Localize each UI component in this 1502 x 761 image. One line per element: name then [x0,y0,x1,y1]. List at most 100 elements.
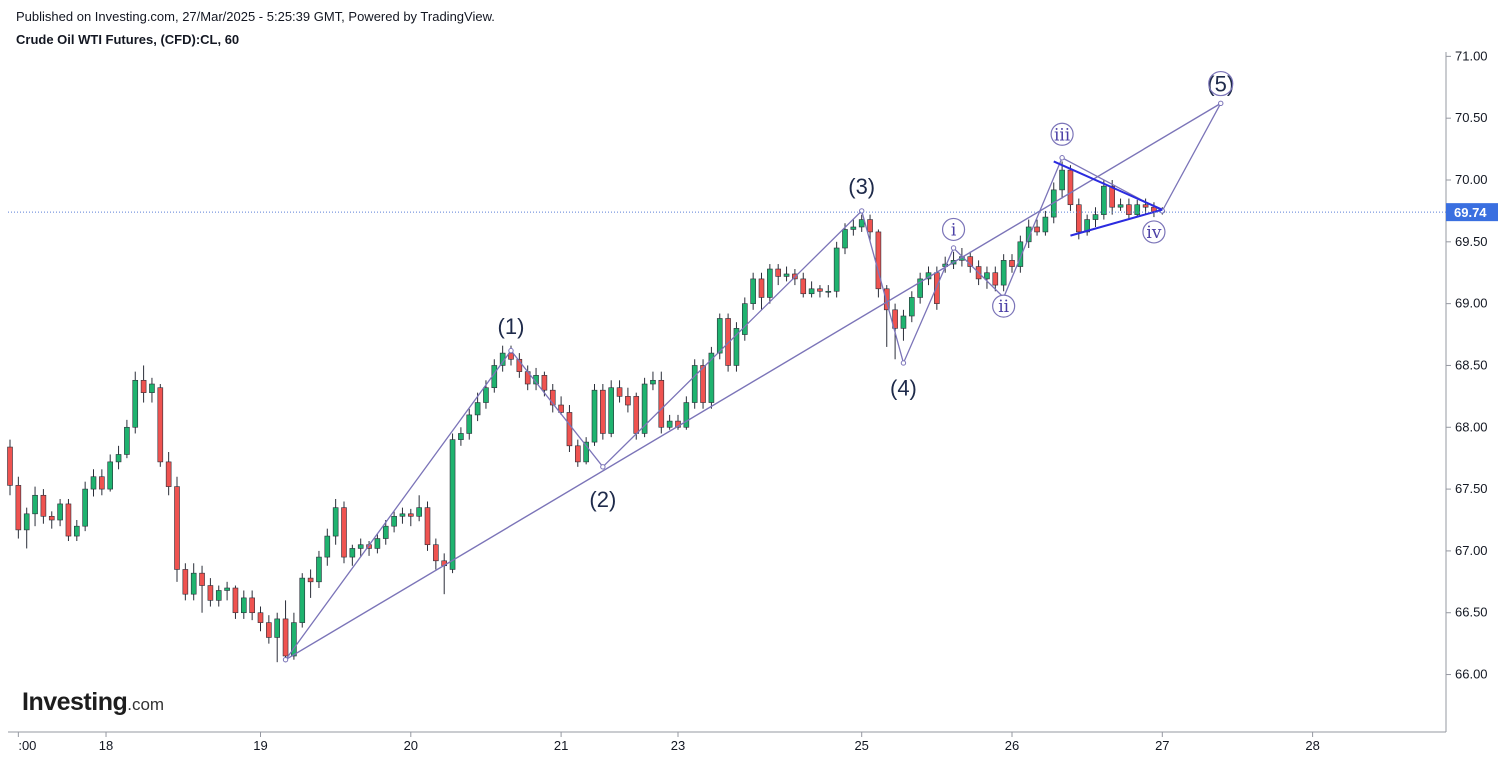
candle-up [650,371,656,391]
candles [7,161,1166,663]
y-tick-label: 71.00 [1455,48,1488,63]
candle-down [424,501,431,551]
trend-channel-line [285,102,1222,661]
candle-body [349,548,356,558]
x-tick-label: 26 [1005,738,1019,753]
candle-up [115,445,122,470]
candle-body [558,404,564,413]
candle-down [249,590,255,621]
candle-up [984,266,990,289]
candle-down [616,380,623,403]
candle-body [725,318,731,366]
candle-body [825,290,832,293]
candle-down [40,489,47,524]
candle-body [424,507,431,546]
candle-body [466,414,473,434]
candle-body [1034,226,1040,233]
candle-body [549,389,556,406]
x-tick-label: 28 [1305,738,1319,753]
candle-body [1126,204,1132,215]
wave-point [508,347,514,354]
candle-body [332,507,339,537]
candle-up [215,585,222,607]
candle-body [566,412,573,447]
candle-body [15,485,22,531]
candle-up [583,437,589,465]
candle-body [1142,204,1149,208]
candle-body [867,219,873,233]
subwave-label: iii [1054,125,1071,145]
candle-body [82,488,88,527]
candle-body [149,383,155,393]
candle-up [808,281,815,298]
candle-down [883,285,890,347]
candle-body [266,622,272,638]
candle-body [767,268,773,298]
candle-body [157,387,164,463]
candle-body [541,375,548,391]
y-tick-label: 66.50 [1455,605,1488,620]
triangle-upper-line [1053,160,1163,211]
candle-down [574,439,581,467]
candle-body [140,379,147,393]
candle-body [391,515,397,527]
candle-down [140,365,147,403]
candle-body [433,544,439,562]
candle-down [566,405,573,452]
candle-body [416,507,422,517]
candle-body [407,513,414,517]
candle-body [616,387,623,397]
candle-body [992,272,999,286]
x-tick-label: 25 [854,738,868,753]
candle-down [65,498,72,542]
candle-up [666,414,673,430]
candle-up [733,322,740,372]
candle-up [90,469,97,497]
candle-up [608,380,615,438]
investing-logo: Investing.com [22,688,164,717]
candle-up [416,495,422,522]
candle-up [767,264,773,304]
candle-down [992,266,999,292]
candle-down [775,264,782,286]
candle-up [683,396,690,430]
candle-up [750,272,756,310]
last-price-label: 69.74 [1454,205,1487,220]
candle-body [1000,260,1007,286]
candle-down [549,384,556,413]
wave-point [282,657,289,663]
candle-down [407,508,414,527]
candle-down [1009,254,1015,273]
candle-body [741,303,748,335]
candle-body [591,389,598,443]
candle-down [625,387,631,413]
candle-up [1000,254,1007,292]
candle-body [892,309,898,329]
subwave-circle [1142,220,1166,244]
candle-up [82,481,88,532]
y-tick-label: 69.00 [1455,296,1488,311]
candle-up [1025,219,1032,248]
candle-body [324,535,331,558]
candle-body [934,272,940,304]
y-tick-label: 70.50 [1455,110,1488,125]
candle-body [800,278,807,295]
candle-up [132,371,139,434]
candle-body [658,379,665,428]
wave-point [1059,155,1065,161]
candle-up [1084,214,1090,236]
candle-body [57,503,63,521]
candle-body [716,318,723,354]
candle-down [207,578,214,607]
y-tick-label: 68.50 [1455,357,1488,372]
candle-body [182,569,189,595]
candle-body [241,597,247,614]
candle-up [374,533,381,554]
candle-up [783,266,790,282]
logo-main: Investing [22,688,128,716]
candle-up [466,408,473,440]
y-tick-label: 70.00 [1455,172,1488,187]
candle-body [23,513,30,531]
candle-up [32,486,38,527]
